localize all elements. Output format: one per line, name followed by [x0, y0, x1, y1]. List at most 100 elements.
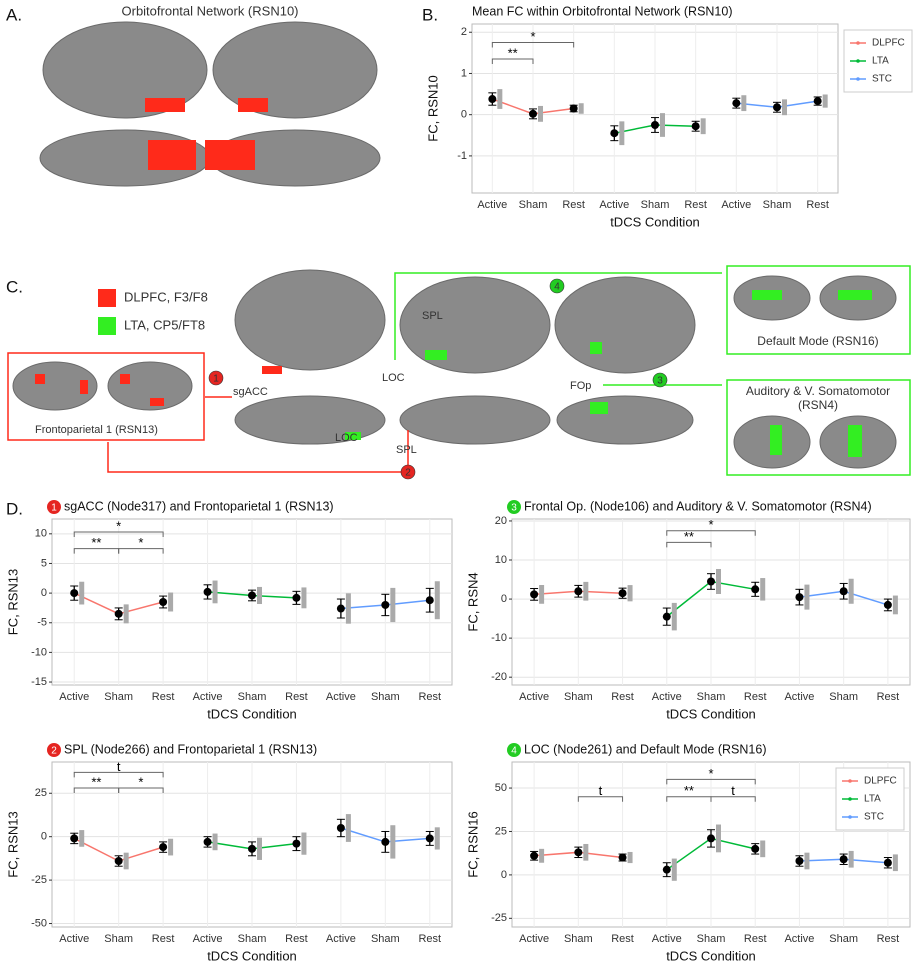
title-badge-number: 2	[51, 746, 57, 757]
x-tick-label: Rest	[744, 933, 767, 945]
arrow-number: 2	[405, 468, 411, 479]
mean-point	[381, 837, 390, 846]
y-tick-label: 5	[41, 557, 47, 569]
significance-bracket	[491, 42, 575, 48]
ci-bar	[123, 604, 129, 624]
ci-bar	[716, 824, 721, 853]
mean-point	[883, 600, 892, 609]
y-axis-label: FC, RSN13	[5, 569, 20, 635]
mean-point	[114, 857, 123, 865]
y-tick-label: -15	[31, 676, 47, 688]
ci-bar	[583, 581, 589, 601]
y-tick-label: 2	[461, 26, 467, 38]
significance-label: **	[508, 45, 518, 60]
region-label: SPL	[422, 310, 443, 322]
significance-bracket	[73, 771, 164, 778]
mean-point	[569, 104, 578, 113]
y-axis-label: FC, RSN4	[465, 572, 480, 631]
x-tick-label: Active	[784, 691, 814, 703]
significance-label: **	[684, 783, 694, 798]
ci-bar	[79, 581, 85, 605]
ci-bar	[257, 586, 262, 605]
ci-bar	[760, 578, 766, 601]
mean-point	[381, 600, 390, 609]
network-label: Auditory & V. Somatomotor	[746, 384, 890, 398]
ci-bar	[497, 89, 503, 109]
mean-point	[795, 593, 804, 602]
x-tick-label: Sham	[564, 691, 593, 703]
mean-point	[618, 589, 627, 598]
x-tick-label: Rest	[285, 933, 308, 945]
ci-bar	[390, 587, 396, 623]
x-tick-label: Sham	[641, 199, 670, 211]
arrow-number: 1	[213, 374, 219, 385]
region-label: LOC	[382, 372, 405, 384]
mean-point	[530, 590, 539, 599]
ci-bar	[301, 587, 307, 609]
y-axis-label: FC, RSN16	[465, 811, 480, 877]
y-tick-label: 20	[495, 515, 507, 527]
y-tick-label: 0	[501, 869, 507, 881]
panel-label: C.	[6, 277, 23, 296]
mean-point	[707, 577, 715, 586]
x-tick-label: Rest	[562, 199, 585, 211]
mean-point	[574, 848, 583, 857]
mean-point	[203, 587, 212, 596]
ci-bar	[627, 585, 633, 602]
mean-point	[839, 855, 848, 864]
significance-label: t	[731, 783, 735, 798]
y-tick-label: 0	[501, 593, 507, 605]
y-tick-label: -50	[31, 917, 47, 929]
mean-point	[203, 837, 212, 846]
ci-bar	[539, 848, 545, 863]
region-label: sgACC	[233, 386, 268, 398]
legend-dot	[848, 779, 852, 783]
x-tick-label: Rest	[418, 933, 441, 945]
y-tick-label: 25	[495, 825, 507, 837]
significance-label: **	[91, 774, 101, 789]
network-label: (RSN4)	[798, 398, 838, 412]
mean-point	[883, 858, 892, 867]
y-axis-label: FC, RSN13	[5, 811, 20, 877]
title-badge	[47, 500, 61, 514]
mean-point	[773, 103, 781, 112]
significance-label: **	[91, 535, 101, 550]
significance-label: *	[138, 535, 143, 550]
y-tick-label: -25	[31, 874, 47, 886]
y-tick-label: 10	[495, 554, 507, 566]
ci-bar	[212, 833, 218, 851]
mean-point	[751, 585, 760, 594]
panel-label: A.	[6, 5, 22, 24]
arrow-badge	[549, 278, 565, 294]
mean-point	[707, 834, 715, 843]
x-axis-label: tDCS Condition	[207, 948, 297, 963]
mean-point	[610, 129, 619, 138]
ci-bar	[345, 814, 351, 842]
x-axis-label: tDCS Condition	[666, 706, 756, 721]
brain-images	[733, 275, 897, 321]
x-tick-label: Sham	[564, 933, 593, 945]
ci-bar	[168, 592, 174, 612]
x-tick-label: Sham	[371, 933, 400, 945]
legend-swatch	[98, 289, 116, 307]
panel-label: B.	[422, 5, 438, 24]
x-tick-label: Sham	[697, 933, 726, 945]
mean-point	[651, 120, 659, 129]
mean-point	[530, 851, 539, 860]
mean-point	[292, 593, 301, 602]
x-tick-label: Active	[59, 691, 89, 703]
x-tick-label: Rest	[285, 691, 308, 703]
title-badge	[47, 743, 61, 757]
mean-point	[425, 834, 434, 843]
x-tick-label: Active	[652, 691, 682, 703]
x-tick-label: Rest	[684, 199, 707, 211]
ci-bar	[619, 121, 625, 146]
y-tick-label: 0	[41, 587, 47, 599]
legend-label: LTA	[872, 56, 889, 67]
x-tick-label: Active	[519, 691, 549, 703]
ci-bar	[700, 118, 706, 135]
y-tick-label: -1	[457, 150, 467, 162]
ci-bar	[578, 103, 584, 114]
ci-bar	[212, 580, 218, 604]
ci-bar	[782, 99, 787, 116]
